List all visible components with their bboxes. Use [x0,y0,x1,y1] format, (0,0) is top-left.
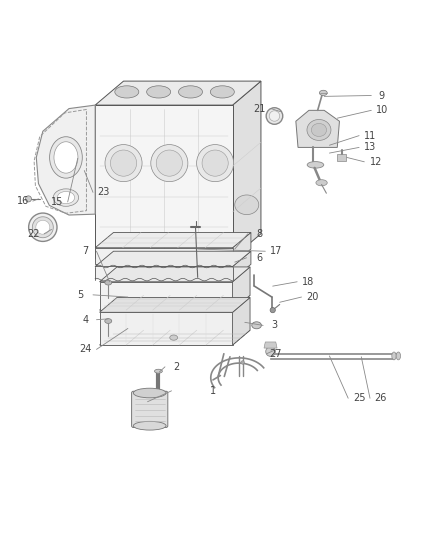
Ellipse shape [210,86,234,98]
Text: 8: 8 [255,229,261,239]
Ellipse shape [319,90,326,95]
Ellipse shape [306,119,330,140]
Polygon shape [99,330,250,345]
Ellipse shape [105,144,142,182]
Ellipse shape [196,144,233,182]
Polygon shape [263,342,276,348]
Ellipse shape [265,347,275,357]
Polygon shape [99,312,232,345]
Ellipse shape [105,280,112,285]
Text: 21: 21 [253,103,265,114]
Polygon shape [232,297,250,345]
Polygon shape [36,105,95,215]
Text: 3: 3 [270,320,276,330]
Ellipse shape [269,308,275,313]
Text: 16: 16 [17,196,29,206]
Polygon shape [232,232,251,264]
Ellipse shape [133,422,166,430]
Polygon shape [232,251,251,280]
FancyBboxPatch shape [131,391,167,427]
Ellipse shape [146,86,170,98]
Ellipse shape [268,111,279,121]
Polygon shape [99,297,250,312]
Ellipse shape [391,352,395,360]
Ellipse shape [234,195,258,215]
Text: 13: 13 [363,142,375,152]
Ellipse shape [240,361,244,364]
Ellipse shape [49,137,82,178]
Ellipse shape [265,108,282,124]
Ellipse shape [115,86,138,98]
Text: 25: 25 [352,393,364,403]
Ellipse shape [150,144,187,182]
Ellipse shape [156,150,182,176]
Polygon shape [232,267,250,310]
Text: 24: 24 [79,344,92,354]
Ellipse shape [311,124,326,136]
Ellipse shape [251,322,261,329]
Text: 6: 6 [255,253,261,263]
Polygon shape [95,105,232,258]
Text: 20: 20 [305,292,318,302]
Polygon shape [95,248,232,264]
Text: 17: 17 [269,246,282,256]
Text: 2: 2 [173,362,179,372]
Ellipse shape [133,388,166,398]
Ellipse shape [105,319,112,324]
Polygon shape [95,81,260,105]
Ellipse shape [25,196,32,202]
Ellipse shape [36,220,49,234]
Text: 7: 7 [82,246,88,256]
Text: 22: 22 [27,229,39,239]
Ellipse shape [201,150,228,176]
Text: 12: 12 [369,157,381,167]
Text: 4: 4 [82,314,88,325]
Ellipse shape [28,213,57,241]
Text: 18: 18 [301,277,314,287]
Polygon shape [95,251,251,266]
Text: 11: 11 [363,131,375,141]
Polygon shape [99,295,250,310]
Text: 27: 27 [268,349,281,359]
Ellipse shape [32,217,53,238]
Ellipse shape [170,335,177,340]
Ellipse shape [54,142,78,173]
Polygon shape [99,282,232,310]
Ellipse shape [57,191,74,204]
Text: 9: 9 [378,91,384,101]
Ellipse shape [110,150,136,176]
Polygon shape [232,81,260,258]
Text: 23: 23 [98,187,110,197]
Text: 1: 1 [209,386,215,396]
Ellipse shape [178,86,202,98]
Polygon shape [95,232,251,248]
Polygon shape [99,267,250,282]
Polygon shape [295,110,339,148]
Ellipse shape [395,352,399,360]
Text: 10: 10 [375,106,387,115]
Text: 5: 5 [77,290,83,300]
Ellipse shape [315,180,326,186]
Ellipse shape [154,369,162,373]
Polygon shape [336,154,345,161]
Ellipse shape [53,189,78,206]
Ellipse shape [307,161,323,168]
Text: 15: 15 [51,197,63,207]
Text: 26: 26 [374,393,386,403]
